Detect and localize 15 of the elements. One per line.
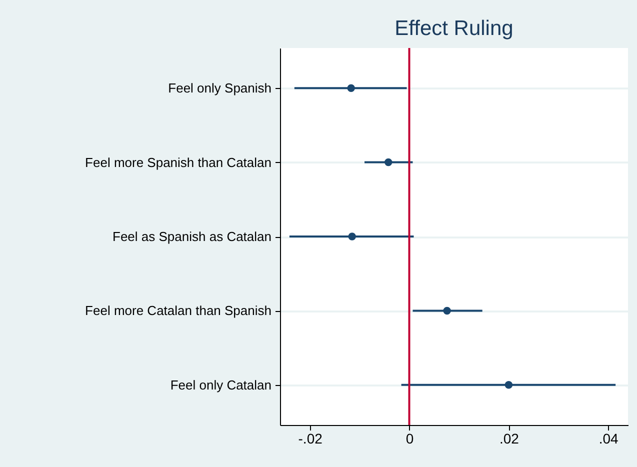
x-tick-label: .02 xyxy=(499,430,520,446)
point xyxy=(384,158,392,166)
y-tick-label: Feel as Spanish as Catalan xyxy=(112,229,272,244)
point xyxy=(348,232,356,240)
y-tick-label: Feel more Catalan than Spanish xyxy=(85,303,272,318)
chart-title: Effect Ruling xyxy=(394,17,514,40)
point xyxy=(504,381,513,389)
y-tick-label: Feel more Spanish than Catalan xyxy=(85,154,272,170)
x-tick-label: -.02 xyxy=(298,430,323,446)
x-tick-label: 0 xyxy=(406,430,414,446)
x-tick-label: .04 xyxy=(598,430,619,446)
point xyxy=(443,306,451,315)
y-tick-label: Feel only Spanish xyxy=(168,80,272,96)
point xyxy=(347,84,355,92)
y-tick-label: Feel only Catalan xyxy=(170,377,272,392)
